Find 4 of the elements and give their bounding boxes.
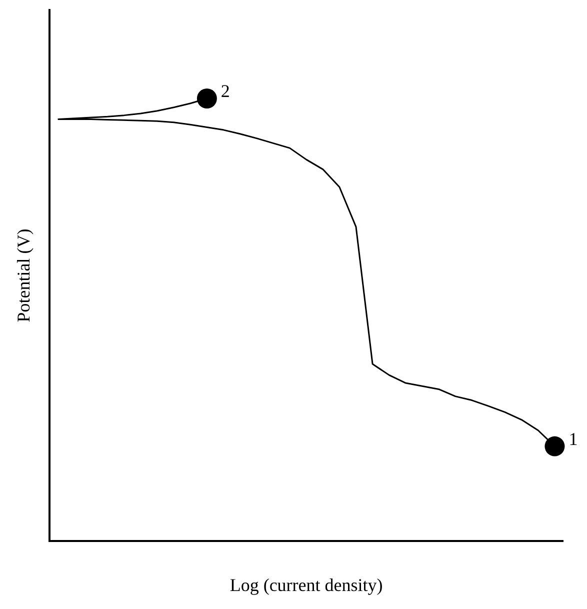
y-axis-title: Potential (V) [14,228,34,322]
x-axis-title: Log (current density) [230,574,383,595]
series-label: 2 [220,81,230,102]
series-label: 1 [568,429,578,450]
